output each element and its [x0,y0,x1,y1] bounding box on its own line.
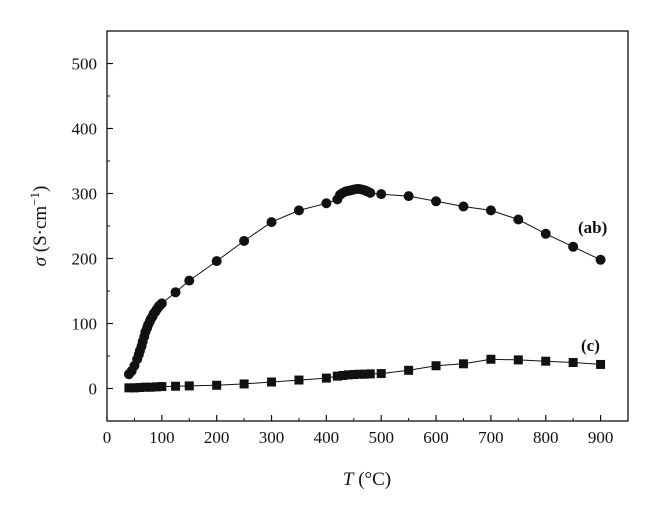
y-axis-title-close: ) [30,186,51,192]
data-point-ab [595,254,606,265]
data-point-ab [239,235,250,246]
data-point-ab [485,205,496,216]
x-tick-label: 400 [314,428,340,447]
data-point-ab [293,205,304,216]
data-point-c [458,359,468,369]
data-point-ab [156,298,167,309]
data-point-c [486,354,496,364]
x-tick-label: 600 [423,428,449,447]
data-point-c [349,370,359,380]
y-tick-label: 200 [72,250,98,269]
data-point-ab [365,187,376,198]
data-point-c [267,377,277,387]
data-point-ab [376,189,387,200]
data-point-c [338,371,348,380]
series-line-ab [128,188,601,375]
data-point-c [239,379,249,389]
axis-ticks: 0 100 200 300 400 500 600 700 800 900 0 100 200 300 40… [72,30,614,447]
y-tick-label: 300 [72,185,98,204]
x-tick-label: 900 [588,428,614,447]
data-point-ab [513,214,524,225]
y-axis-title: σ (S·cm−1) [27,186,51,267]
data-point-c [294,375,304,385]
x-tick-label: 0 [103,428,112,447]
y-tick-label: 0 [89,380,98,399]
y-tick-label: 400 [72,120,98,139]
x-tick-label: 200 [204,428,230,447]
data-point-c [354,369,364,379]
data-point-c [124,383,134,393]
data-point-ab [184,275,195,286]
data-point-ab [266,217,277,228]
data-point-c [431,361,441,371]
data-point-c [343,370,353,380]
data-point-c [365,369,375,379]
data-point-ab [211,256,222,267]
x-axis-title: T (°C) [343,469,391,490]
data-point-ab [170,287,181,298]
series-label-c: (c) [581,336,600,355]
data-point-c [332,371,342,381]
x-tick-label: 500 [368,428,394,447]
x-tick-label: 800 [533,428,559,447]
data-point-ab [321,198,332,209]
data-point-c [212,380,222,390]
y-axis-title-symbol: σ [30,256,51,266]
y-tick-label: 500 [72,55,98,74]
data-point-ab [458,201,469,212]
data-point-c [184,381,194,391]
data-point-c [157,382,167,392]
series-layer [123,183,606,393]
data-point-c [376,369,386,379]
data-point-ab [540,228,551,239]
x-axis-title-symbol: T [343,469,355,490]
data-point-c [321,373,331,383]
data-point-c [129,383,139,393]
data-point-c [135,383,145,393]
x-tick-label: 100 [149,428,175,447]
data-point-c [568,358,578,367]
x-tick-label: 700 [478,428,504,447]
data-point-ab [568,241,579,252]
data-point-ab [431,196,442,207]
y-axis-title-exponent: −1 [27,192,42,206]
data-point-c [171,381,181,391]
y-axis-title-unit: (S·cm [30,206,51,257]
data-point-c [596,359,606,369]
data-point-ab [403,191,414,202]
x-tick-label: 300 [259,428,285,447]
data-point-c [541,356,551,366]
data-point-c [151,382,161,392]
data-point-c [404,365,414,375]
data-point-c [140,382,150,392]
series-label-ab: (ab) [578,218,607,237]
data-point-c [513,355,523,365]
data-point-c [360,369,370,379]
data-point-c [146,382,156,392]
x-axis-title-unit: (°C) [353,469,391,490]
y-tick-label: 100 [72,315,98,334]
